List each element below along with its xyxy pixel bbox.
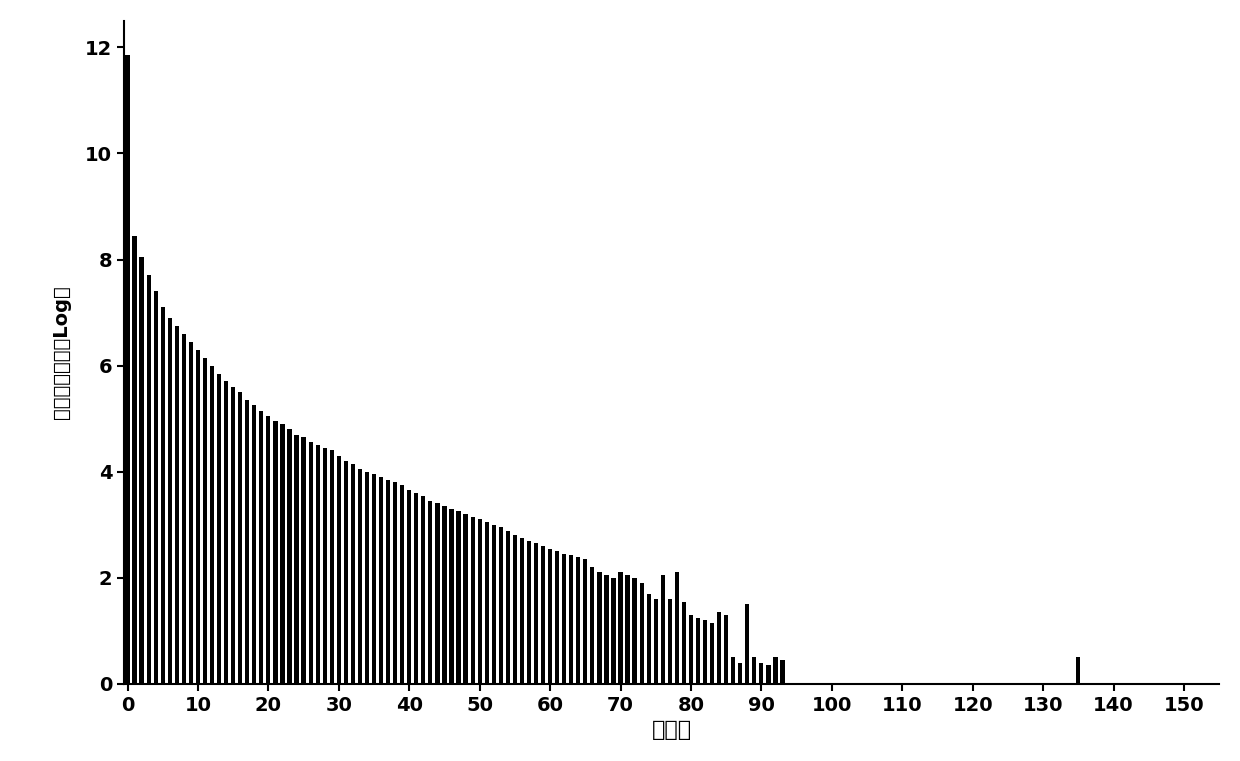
Bar (161, 307, 165, 684)
Bar (358, 469, 362, 684)
Bar (611, 578, 615, 684)
Bar (259, 411, 263, 684)
Bar (477, 520, 482, 684)
Bar (675, 572, 680, 684)
Bar (738, 663, 743, 684)
Bar (196, 349, 200, 684)
Bar (653, 599, 658, 684)
Bar (520, 538, 525, 684)
Bar (449, 509, 454, 684)
Bar (456, 511, 460, 684)
Bar (125, 56, 130, 684)
Bar (288, 429, 291, 684)
Bar (443, 506, 446, 684)
Bar (401, 485, 404, 684)
Bar (485, 522, 489, 684)
Bar (625, 575, 630, 684)
Bar (330, 451, 334, 684)
Bar (267, 416, 270, 684)
Bar (435, 504, 439, 684)
Bar (498, 527, 503, 684)
Bar (689, 615, 693, 684)
Bar (273, 422, 278, 684)
Bar (548, 549, 552, 684)
Bar (632, 578, 636, 684)
Bar (393, 482, 397, 684)
Bar (414, 493, 418, 684)
Bar (703, 620, 707, 684)
Bar (188, 342, 193, 684)
Bar (661, 575, 665, 684)
Bar (774, 658, 777, 684)
Bar (711, 622, 714, 684)
Bar (556, 551, 559, 684)
Bar (372, 474, 376, 684)
Bar (309, 442, 312, 684)
Bar (491, 524, 496, 684)
Bar (583, 559, 588, 684)
Bar (175, 326, 179, 684)
Bar (154, 291, 157, 684)
Bar (527, 540, 531, 684)
Bar (294, 435, 299, 684)
Bar (464, 514, 467, 684)
Bar (146, 275, 151, 684)
Bar (280, 424, 284, 684)
Bar (470, 517, 475, 684)
Bar (1076, 658, 1080, 684)
Bar (682, 602, 686, 684)
Bar (766, 665, 770, 684)
Bar (343, 461, 348, 684)
X-axis label: 降水值: 降水值 (651, 720, 692, 740)
Bar (696, 617, 701, 684)
Bar (322, 447, 327, 684)
Bar (598, 572, 601, 684)
Bar (337, 456, 341, 684)
Bar (534, 543, 538, 684)
Bar (386, 479, 391, 684)
Bar (759, 663, 764, 684)
Bar (203, 358, 207, 684)
Bar (224, 381, 228, 684)
Bar (428, 501, 433, 684)
Bar (231, 387, 236, 684)
Bar (182, 334, 186, 684)
Bar (562, 554, 567, 684)
Bar (351, 463, 355, 684)
Bar (379, 477, 383, 684)
Bar (640, 583, 644, 684)
Bar (210, 365, 215, 684)
Bar (619, 572, 622, 684)
Bar (577, 556, 580, 684)
Y-axis label: 降水值样本个数Log值: 降水值样本个数Log值 (52, 285, 71, 419)
Bar (301, 437, 306, 684)
Bar (407, 490, 412, 684)
Bar (780, 660, 785, 684)
Bar (246, 400, 249, 684)
Bar (541, 546, 546, 684)
Bar (604, 575, 609, 684)
Bar (167, 318, 172, 684)
Bar (646, 594, 651, 684)
Bar (724, 615, 728, 684)
Bar (569, 556, 573, 684)
Bar (365, 472, 370, 684)
Bar (315, 445, 320, 684)
Bar (238, 392, 242, 684)
Bar (252, 406, 257, 684)
Bar (513, 535, 517, 684)
Bar (139, 257, 144, 684)
Bar (590, 567, 594, 684)
Bar (133, 236, 136, 684)
Bar (506, 531, 510, 684)
Bar (422, 495, 425, 684)
Bar (745, 604, 749, 684)
Bar (753, 658, 756, 684)
Bar (217, 374, 221, 684)
Bar (667, 599, 672, 684)
Bar (732, 658, 735, 684)
Bar (717, 612, 722, 684)
